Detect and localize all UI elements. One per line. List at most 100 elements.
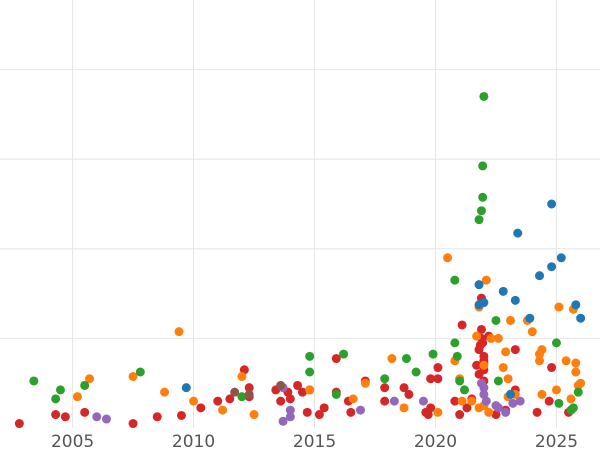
point-s2-29 (568, 403, 578, 413)
point-s1-5 (189, 396, 199, 406)
point-s4-16 (508, 398, 518, 408)
point-s0-38 (450, 396, 460, 406)
point-s1-38 (537, 345, 547, 355)
point-s0-5 (152, 412, 162, 422)
x-tick-label-0: 2005 (51, 432, 94, 450)
point-s1-2 (128, 371, 138, 381)
point-s0-39 (455, 410, 465, 420)
point-s1-14 (433, 407, 443, 417)
point-s2-30 (573, 387, 583, 397)
point-s0-0 (14, 419, 24, 429)
point-s0-17 (293, 380, 303, 390)
point-s3-7 (513, 228, 523, 238)
point-s0-16 (285, 394, 295, 404)
point-s0-28 (380, 396, 390, 406)
point-s1-4 (174, 327, 184, 337)
point-s0-19 (302, 407, 312, 417)
point-s2-23 (479, 91, 489, 101)
point-s0-37 (421, 407, 431, 417)
point-s1-41 (554, 302, 564, 312)
point-s2-18 (460, 385, 470, 395)
point-s4-10 (479, 383, 489, 393)
point-s1-10 (348, 394, 358, 404)
x-tick-label-1: 2010 (172, 432, 215, 450)
point-s5-0 (230, 387, 240, 397)
point-s5-2 (276, 380, 286, 390)
point-s4-8 (418, 396, 428, 406)
point-s3-6 (510, 295, 520, 305)
point-s0-63 (478, 338, 488, 348)
point-s0-35 (433, 374, 443, 384)
point-s3-3 (479, 298, 489, 308)
point-s0-14 (276, 396, 286, 406)
point-s0-40 (457, 320, 467, 330)
point-s0-58 (532, 407, 542, 417)
point-s3-10 (547, 199, 557, 209)
point-s2-1 (51, 394, 61, 404)
point-s4-2 (278, 416, 288, 426)
point-s2-20 (476, 206, 486, 216)
point-s3-13 (571, 300, 581, 310)
point-s3-0 (181, 383, 191, 393)
grid (0, 0, 600, 428)
point-s3-5 (505, 389, 515, 399)
point-s3-14 (576, 313, 586, 323)
point-s2-12 (411, 367, 421, 377)
point-s1-30 (503, 374, 513, 384)
point-s1-48 (571, 367, 581, 377)
point-s3-9 (535, 271, 545, 281)
point-s2-21 (478, 192, 488, 202)
point-s0-21 (314, 410, 324, 420)
point-s0-57 (510, 345, 520, 355)
point-s1-39 (537, 389, 547, 399)
point-s0-31 (404, 389, 414, 399)
point-s2-10 (380, 374, 390, 384)
point-s2-19 (474, 215, 484, 225)
point-s1-32 (505, 315, 515, 325)
point-s4-4 (285, 405, 295, 415)
point-s4-0 (92, 412, 102, 422)
point-s0-41 (462, 403, 472, 413)
point-s4-7 (389, 396, 399, 406)
point-s2-0 (29, 376, 39, 386)
point-s2-5 (237, 392, 247, 402)
point-s1-6 (218, 405, 228, 415)
point-s0-9 (225, 394, 235, 404)
point-s1-36 (535, 356, 545, 366)
point-s1-18 (457, 396, 467, 406)
point-s2-2 (55, 385, 65, 395)
point-s1-45 (571, 358, 581, 368)
point-s1-3 (160, 387, 170, 397)
point-s0-7 (196, 403, 206, 413)
point-s4-14 (493, 403, 503, 413)
point-s1-26 (484, 407, 494, 417)
point-s2-14 (450, 275, 460, 285)
point-s2-27 (554, 398, 564, 408)
point-s2-24 (491, 315, 501, 325)
point-s0-22 (319, 403, 329, 413)
point-s2-8 (331, 389, 341, 399)
point-s0-59 (544, 396, 554, 406)
point-s2-26 (551, 338, 561, 348)
point-s0-47 (476, 324, 486, 334)
point-s1-13 (399, 403, 409, 413)
point-s0-6 (176, 410, 186, 420)
point-s2-3 (80, 380, 90, 390)
point-s0-18 (297, 387, 307, 397)
point-s2-6 (305, 367, 315, 377)
point-s1-9 (305, 385, 315, 395)
point-s1-43 (566, 394, 576, 404)
point-s0-3 (80, 407, 90, 417)
point-s2-7 (305, 351, 315, 361)
point-s2-17 (455, 376, 465, 386)
point-s2-22 (478, 161, 488, 171)
point-s1-47 (576, 378, 586, 388)
point-s1-8 (249, 410, 259, 420)
point-s4-1 (101, 414, 111, 424)
point-s0-60 (547, 363, 557, 373)
point-s0-34 (426, 374, 436, 384)
point-s4-5 (285, 412, 295, 422)
point-s1-1 (85, 374, 95, 384)
point-s1-42 (561, 356, 571, 366)
